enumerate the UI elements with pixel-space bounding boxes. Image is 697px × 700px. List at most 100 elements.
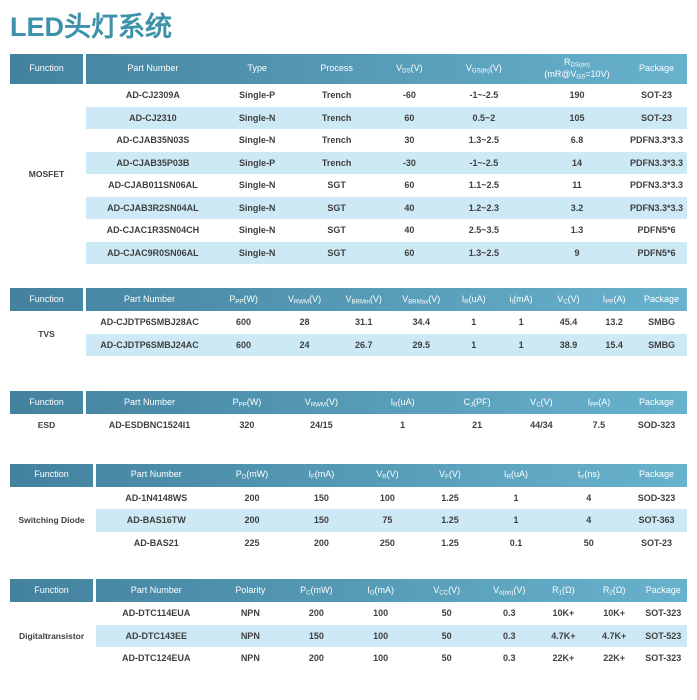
data-cell: 1.2~2.3: [439, 196, 528, 219]
data-cell: 15.4: [592, 333, 637, 356]
data-cell: 21: [472, 420, 483, 431]
table-row: TVS AD-CJDTP6SMBJ28AC 600 28 31.1 34.4 1 1 45.4 1…: [10, 311, 687, 356]
data-cell: -30: [378, 151, 440, 174]
data-cell: AD-CJAB35N03S: [116, 135, 190, 146]
data-cell: 31.1: [354, 317, 373, 328]
header-row: Function Part Number PD(mW) IF(mA) VR(V) VF(V…: [10, 463, 687, 487]
data-cell: 4.7K+: [538, 624, 589, 647]
data-cell: 40: [378, 196, 440, 219]
data-cell: AD-CJAC1R3SN04CH: [106, 225, 200, 236]
data-cell: 22K+: [552, 653, 575, 664]
column-header: Type: [247, 63, 267, 74]
data-cell: AD-1N4148WS: [125, 492, 188, 503]
column-header: PD(mW): [235, 469, 269, 481]
data-cell: Single-N: [219, 106, 295, 129]
data-cell: SGT: [327, 225, 346, 236]
data-cell: 13.2: [605, 317, 623, 328]
function-cell: TVS: [10, 311, 86, 356]
data-cell: 1: [471, 317, 477, 328]
data-cell: 100: [348, 624, 413, 647]
data-cell: 60: [404, 180, 415, 191]
column-header: IR(uA): [390, 396, 415, 409]
data-cell: 1: [450, 333, 498, 356]
table-row: Digitaltransistor AD-DTC114EUA NPN 200 100 50…: [10, 602, 687, 670]
data-cell: NPN: [240, 608, 260, 619]
table-row: AD-CJAB3R2SN04AL Single-N SGT 40 1.2~2.3 3.2 P…: [10, 196, 687, 219]
table-row: AD-CJAB35N03S Single-N Trench 30 1.3~2.5 6.8 P…: [10, 129, 687, 152]
data-cell: 1.3~2.5: [468, 135, 500, 146]
data-cell: SOD-323: [637, 420, 676, 431]
data-cell: 14: [527, 151, 627, 174]
data-cell: SGT: [294, 241, 379, 264]
data-cell: AD-CJDTP6SMBJ28AC: [100, 317, 199, 328]
data-cell: AD-CJAC9R0SN06AL: [84, 241, 220, 264]
data-cell: 3.2: [527, 196, 627, 219]
data-cell: SMBG: [636, 333, 687, 356]
data-cell: AD-ESDBNC1524I1: [108, 420, 191, 431]
data-cell: 38.9: [544, 333, 593, 356]
data-cell: 150: [287, 509, 356, 532]
table-row: AD-CJAB35P03B Single-P Trench -30 -1~-2.5 14 P…: [10, 151, 687, 174]
column-header: Polarity: [235, 584, 266, 595]
table-row: AD-CJAB011SN06AL Single-N SGT 60 1.1~2.5 11 PD…: [10, 174, 687, 197]
data-cell: Single-P: [239, 90, 276, 101]
data-cell: 29.5: [392, 333, 451, 356]
column-header: IPP(A): [587, 396, 611, 409]
data-cell: NPN: [216, 624, 285, 647]
column-header: RDS(on) (mR@VGS=10V): [544, 57, 610, 81]
function-cell: MOSFET: [10, 84, 86, 264]
data-cell: 60: [378, 241, 440, 264]
data-cell: 4.7K+: [588, 624, 640, 647]
column-header: PPP(W): [229, 293, 258, 306]
column-header: Part Number: [130, 469, 182, 480]
data-cell: 50: [412, 624, 481, 647]
column-header: Function: [10, 391, 86, 414]
data-cell: PDFN3.3*3.3: [630, 180, 684, 191]
data-cell: AD-CJ2309A: [125, 90, 180, 101]
data-cell: 1: [513, 492, 519, 503]
data-cell: 45.4: [559, 317, 578, 328]
data-cell: 26.7: [334, 333, 393, 356]
table-row: AD-CJ2310 Single-N Trench 60 0.5~2 105 SOT-23: [10, 106, 687, 129]
column-header: VGS(th)(V): [465, 63, 502, 75]
data-cell: 4: [586, 492, 592, 503]
column-header: Package: [639, 63, 675, 74]
mosfet-table: Function Part Number Type Process VDS(V) VGS(…: [10, 54, 687, 264]
component-table: Function Part Number PPP(W) VRWM(V) VBRMin(V…: [10, 288, 687, 356]
column-header: IO(mA): [367, 584, 395, 597]
data-cell: 24/15: [310, 420, 333, 431]
table-row: AD-DTC143EE NPN 150 100 50 0.3 4.7K+ 4.7K+ SOT-5…: [10, 624, 687, 647]
data-cell: 1.1~2.5: [468, 180, 500, 191]
data-cell: 7.5: [592, 420, 606, 431]
column-header: R1(Ω): [552, 584, 575, 597]
data-cell: Single-N: [219, 241, 295, 264]
data-cell: AD-CJAB35P03B: [84, 151, 220, 174]
data-cell: 1: [518, 317, 524, 328]
data-cell: -1~-2.5: [469, 90, 499, 101]
column-header: VR(V): [376, 469, 399, 481]
data-cell: 44/34: [530, 420, 553, 431]
component-table: Function Part Number PPP(W) VRWM(V) IR(uA) CJ…: [10, 391, 687, 437]
column-header: Part Number: [130, 584, 182, 595]
column-header: IR(uA): [461, 293, 486, 306]
header-row: Function Part Number Type Process VDS(V) VGS(…: [10, 54, 687, 84]
table-row: AD-BAS21 225 200 250 1.25 0.1 50 SOT-23: [10, 532, 687, 555]
data-cell: SOT-323: [645, 608, 682, 619]
data-cell: Trench: [321, 90, 352, 101]
data-cell: 105: [527, 106, 627, 129]
column-header: Function: [10, 463, 97, 487]
data-cell: 190: [569, 90, 585, 101]
data-cell: 100: [379, 492, 395, 503]
digital-transistor-table: Function Part Number Polarity PC(mW) IO(mA) V…: [10, 579, 687, 670]
data-cell: 200: [216, 509, 288, 532]
data-cell: AD-BAS21: [133, 537, 179, 548]
data-cell: SOD-323: [637, 492, 676, 503]
column-header: CJ(PF): [463, 396, 491, 409]
column-header: Vo(on)(V): [493, 584, 526, 597]
header-row: Function Part Number Polarity PC(mW) IO(mA) V…: [10, 579, 687, 602]
data-cell: 10K+: [603, 608, 626, 619]
column-header: Package: [639, 469, 675, 480]
data-cell: 1: [480, 509, 552, 532]
data-cell: 0.5~2: [439, 106, 528, 129]
data-cell: SOT-523: [639, 624, 687, 647]
